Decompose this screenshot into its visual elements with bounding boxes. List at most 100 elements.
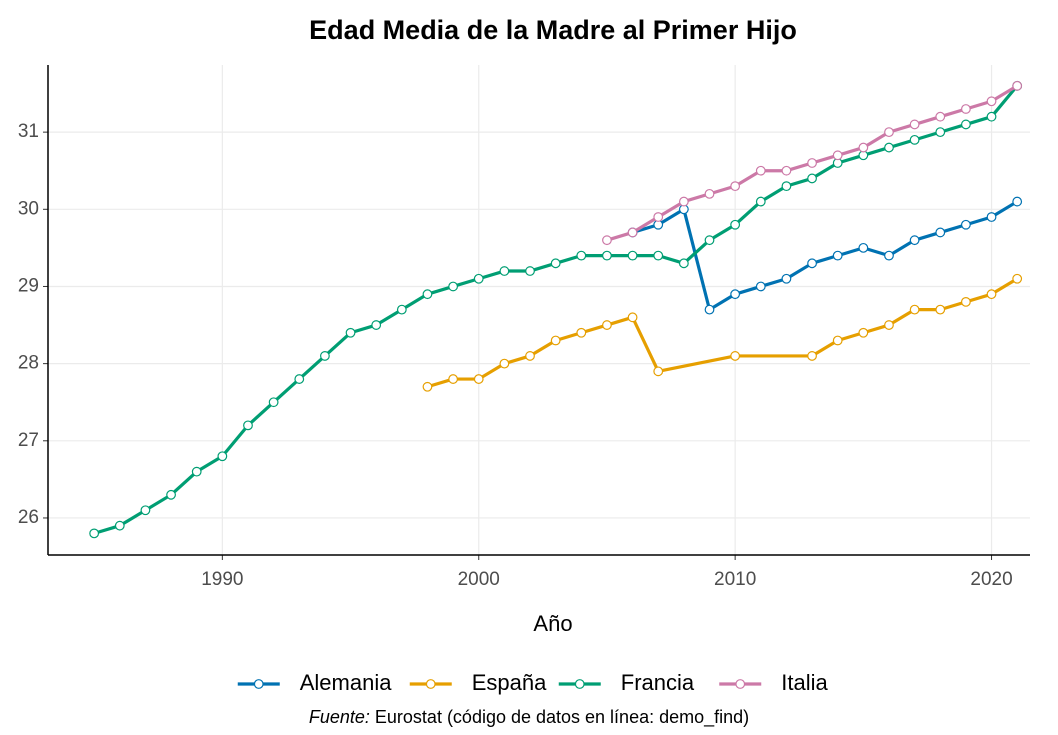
data-point xyxy=(550,335,561,346)
data-point xyxy=(781,273,792,284)
legend-label: España xyxy=(472,670,547,695)
data-point xyxy=(986,111,997,122)
y-tick-label: 28 xyxy=(18,353,39,374)
y-tick-label: 26 xyxy=(18,507,39,528)
data-point xyxy=(858,142,869,153)
data-point xyxy=(781,181,792,192)
data-point xyxy=(986,96,997,107)
data-point xyxy=(807,258,817,269)
data-point xyxy=(884,320,894,330)
data-point xyxy=(576,327,587,338)
x-tick-label: 1990 xyxy=(201,569,243,590)
y-tick-label: 29 xyxy=(18,275,39,296)
chart-title: Edad Media de la Madre al Primer Hijo xyxy=(309,15,797,45)
data-point xyxy=(884,142,894,153)
data-point xyxy=(909,134,920,145)
data-point xyxy=(935,304,946,315)
data-point xyxy=(961,219,971,230)
data-point xyxy=(345,327,356,338)
data-point xyxy=(704,188,715,199)
data-point xyxy=(473,374,484,384)
data-point xyxy=(448,374,459,384)
x-tick-label: 2000 xyxy=(458,569,500,590)
data-point xyxy=(807,158,817,168)
data-point xyxy=(807,351,817,361)
data-point xyxy=(268,397,279,408)
data-point xyxy=(1012,80,1023,91)
data-point xyxy=(1012,196,1023,207)
data-point xyxy=(602,235,612,246)
data-point xyxy=(961,296,971,307)
data-point xyxy=(89,528,100,539)
data-point xyxy=(730,351,741,361)
data-point xyxy=(704,235,715,246)
data-point xyxy=(602,250,612,261)
series-line xyxy=(427,277,1019,389)
data-point xyxy=(909,235,920,246)
caption-text: Eurostat (código de datos en línea: demo… xyxy=(375,707,749,728)
data-point xyxy=(832,335,843,346)
data-point xyxy=(858,242,869,253)
data-point xyxy=(627,250,638,261)
data-point xyxy=(217,451,228,462)
data-point xyxy=(576,250,587,261)
y-tick-label: 27 xyxy=(18,430,39,451)
data-point xyxy=(1012,273,1023,284)
data-point xyxy=(499,358,510,369)
data-point xyxy=(755,196,766,207)
legend-label: Francia xyxy=(621,670,695,695)
data-point xyxy=(602,320,612,330)
x-tick-label: 2020 xyxy=(970,569,1012,590)
y-tick-label: 30 xyxy=(18,198,39,219)
data-point xyxy=(627,227,638,238)
data-point xyxy=(499,266,510,276)
data-point xyxy=(858,327,869,338)
caption: Fuente: Eurostat (código de datos en lín… xyxy=(309,707,749,728)
data-point xyxy=(909,304,920,315)
data-point xyxy=(166,489,176,500)
data-point xyxy=(909,119,920,130)
data-point xyxy=(653,250,664,261)
data-point xyxy=(473,273,484,284)
data-point xyxy=(371,320,382,330)
data-point xyxy=(525,266,535,276)
data-point xyxy=(422,289,433,300)
data-point xyxy=(114,520,125,531)
legend-marker xyxy=(735,679,746,689)
data-point xyxy=(730,219,741,230)
data-point xyxy=(294,374,305,384)
y-tick-label: 31 xyxy=(18,121,39,142)
data-point xyxy=(627,312,638,323)
data-point xyxy=(678,258,689,269)
data-point xyxy=(525,351,535,361)
data-point xyxy=(730,289,741,300)
data-point xyxy=(140,505,151,516)
legend-label: Italia xyxy=(781,670,828,695)
data-point xyxy=(807,173,817,184)
data-point xyxy=(832,150,843,161)
data-point xyxy=(961,104,971,114)
data-point xyxy=(755,281,766,292)
data-point xyxy=(396,304,407,315)
data-point xyxy=(935,227,946,238)
data-point xyxy=(653,212,664,222)
legend-label: Alemania xyxy=(300,670,392,695)
data-point xyxy=(191,466,202,477)
legend-marker xyxy=(574,679,585,689)
x-tick-label: 2010 xyxy=(714,569,756,590)
legend-marker xyxy=(425,679,436,689)
x-axis-label: Año xyxy=(533,611,572,636)
data-point xyxy=(550,258,561,269)
data-point xyxy=(704,304,715,315)
data-point xyxy=(935,127,946,138)
data-point xyxy=(448,281,459,292)
caption-label: Fuente: xyxy=(309,707,370,727)
series-line xyxy=(632,200,1019,312)
data-point xyxy=(678,196,689,207)
data-point xyxy=(884,250,894,261)
data-point xyxy=(986,289,997,300)
data-point xyxy=(320,351,330,361)
data-point xyxy=(884,127,894,138)
data-point xyxy=(935,111,946,122)
